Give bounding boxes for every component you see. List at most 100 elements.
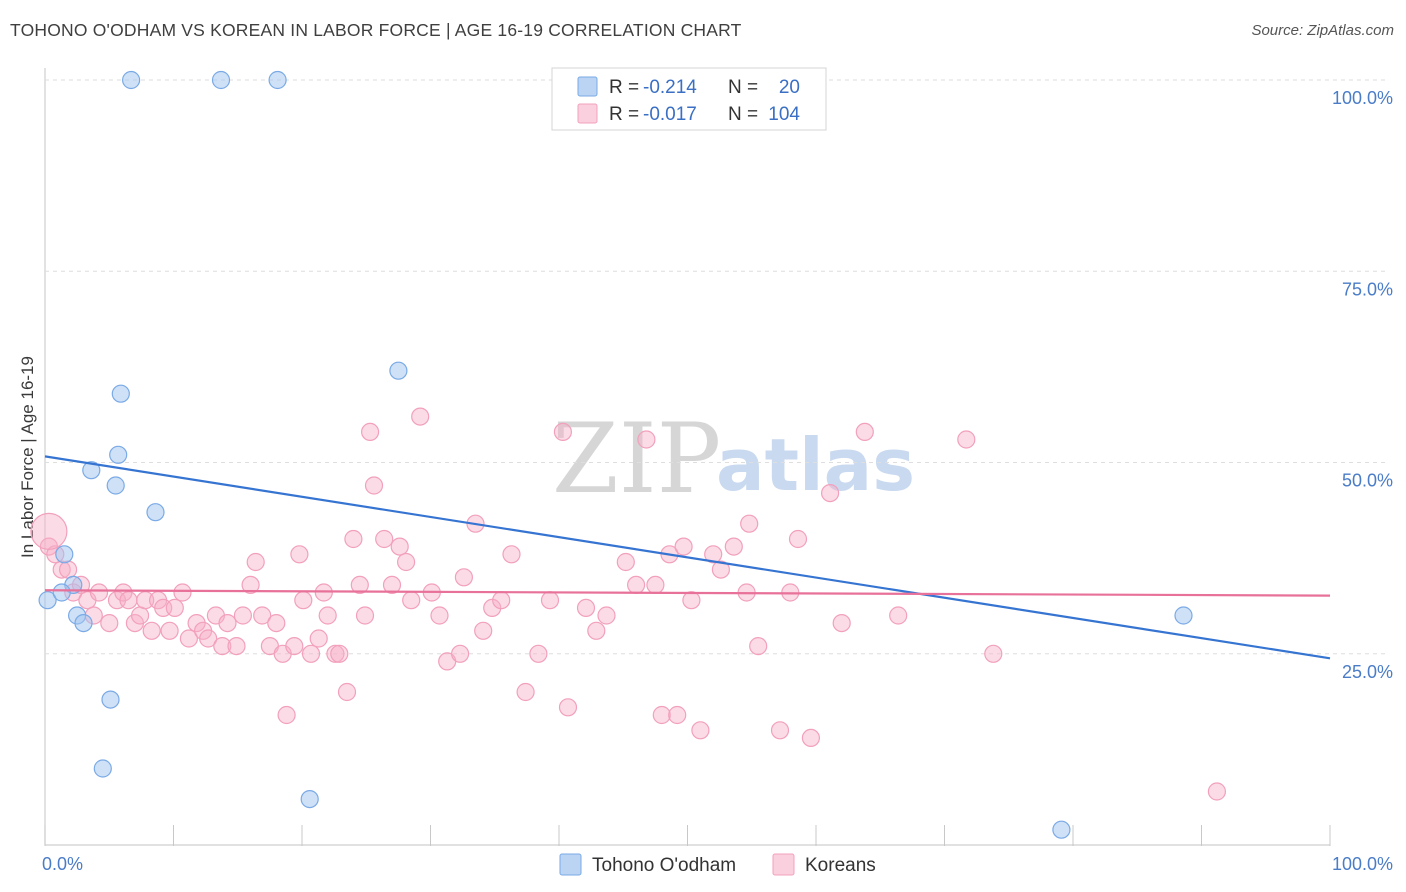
korean-point-37 bbox=[277, 705, 296, 725]
korean-point-41 bbox=[301, 644, 321, 663]
legend-r-label-tohono: R = bbox=[609, 77, 644, 98]
korean-point-52 bbox=[364, 476, 384, 495]
korean-point-40 bbox=[294, 591, 313, 610]
korean-point-80 bbox=[646, 575, 665, 595]
korean-point-58 bbox=[411, 407, 430, 426]
legend-n-label-tohono: N = bbox=[728, 77, 763, 98]
korean-point-21 bbox=[173, 583, 192, 602]
tohono-point-17 bbox=[1052, 820, 1071, 839]
tohono-point-7 bbox=[93, 759, 112, 778]
tohono-trend-line bbox=[44, 455, 1331, 660]
korean-point-56 bbox=[397, 552, 416, 572]
y-tick-label-75: 75.0% bbox=[1342, 279, 1393, 299]
korean-point-97 bbox=[820, 484, 840, 503]
korean-point-19 bbox=[160, 621, 179, 640]
korean-point-51 bbox=[361, 422, 380, 441]
tohono-point-13 bbox=[211, 70, 231, 90]
korean-point-63 bbox=[454, 568, 473, 587]
korean-point-71 bbox=[540, 591, 560, 610]
korean-point-75 bbox=[587, 621, 606, 640]
korean-point-53 bbox=[375, 529, 394, 549]
korean-point-57 bbox=[402, 591, 421, 610]
tohono-point-19 bbox=[52, 583, 71, 602]
korean-point-69 bbox=[516, 682, 535, 702]
korean-point-76 bbox=[597, 606, 616, 625]
korean-point-88 bbox=[711, 560, 731, 579]
watermark-atlas: atlas bbox=[716, 423, 915, 507]
korean-point-102 bbox=[984, 644, 1003, 663]
korean-point-72 bbox=[553, 422, 573, 441]
tohono-point-18 bbox=[1174, 606, 1193, 625]
korean-trend-line bbox=[44, 589, 1331, 597]
tohono-point-11 bbox=[146, 503, 165, 522]
y-tick-label-50: 50.0% bbox=[1342, 471, 1393, 491]
korean-point-35 bbox=[267, 613, 286, 633]
korean-point-100 bbox=[889, 606, 908, 625]
korean-point-99 bbox=[855, 422, 874, 441]
korean-point-74 bbox=[576, 598, 596, 618]
korean-point-28 bbox=[218, 613, 237, 633]
korean-point-30 bbox=[233, 606, 252, 625]
tohono-point-5 bbox=[82, 461, 101, 480]
x-tick-label-min: 0.0% bbox=[42, 854, 83, 874]
tohono-point-16 bbox=[389, 361, 408, 380]
bottom-legend-label-tohono: Tohono O'odham bbox=[592, 855, 736, 876]
tohono-point-10 bbox=[111, 384, 130, 403]
y-tick-label-25: 25.0% bbox=[1342, 662, 1393, 682]
korean-point-33 bbox=[253, 606, 272, 625]
korean-point-81 bbox=[652, 705, 671, 725]
watermark-zip: ZIP bbox=[552, 403, 721, 515]
legend-r-value-tohono: -0.214 bbox=[643, 77, 697, 98]
korean-point-83 bbox=[668, 705, 687, 725]
korean-point-92 bbox=[749, 636, 768, 656]
legend-swatch-tohono bbox=[577, 76, 598, 97]
korean-point-62 bbox=[451, 644, 470, 663]
korean-point-55 bbox=[390, 537, 409, 556]
korean-point-65 bbox=[474, 621, 493, 640]
legend-r-value-korean: -0.017 bbox=[643, 104, 697, 125]
korean-point-20 bbox=[165, 598, 184, 618]
tohono-point-12 bbox=[122, 70, 141, 90]
y-tick-labels: 25.0% 50.0% 75.0% 100.0% bbox=[1332, 88, 1393, 682]
tohono-point-9 bbox=[109, 445, 128, 464]
tohono-point-1 bbox=[55, 545, 74, 564]
korean-point-54 bbox=[382, 575, 402, 595]
korean-point-49 bbox=[350, 575, 369, 595]
legend-box bbox=[551, 67, 827, 131]
korean-point-3 bbox=[58, 560, 78, 579]
korean-point-50 bbox=[355, 606, 375, 625]
korean-point-86 bbox=[691, 721, 710, 740]
korean-point-48 bbox=[344, 529, 363, 549]
korean-point-14 bbox=[131, 606, 150, 625]
korean-point-39 bbox=[290, 545, 309, 564]
tohono-points bbox=[38, 70, 1193, 839]
korean-point-27 bbox=[213, 636, 232, 656]
legend-n-value-korean: 104 bbox=[768, 104, 800, 125]
korean-point-8 bbox=[89, 583, 109, 602]
korean-point-12 bbox=[119, 591, 138, 610]
tohono-point-6 bbox=[101, 690, 120, 709]
korean-point-16 bbox=[142, 621, 161, 640]
korean-point-98 bbox=[832, 613, 851, 633]
x-ticks bbox=[44, 825, 1331, 846]
x-tick-label-max: 100.0% bbox=[1332, 854, 1393, 874]
korean-point-91 bbox=[740, 514, 759, 533]
legend-r-label-korean: R = bbox=[609, 104, 644, 125]
korean-points bbox=[30, 407, 1227, 801]
korean-point-85 bbox=[682, 591, 701, 610]
korean-point-42 bbox=[309, 629, 328, 648]
korean-point-77 bbox=[616, 552, 635, 572]
korean-point-9 bbox=[100, 613, 119, 633]
korean-point-103 bbox=[1207, 782, 1227, 801]
tohono-point-4 bbox=[74, 613, 93, 633]
korean-point-25 bbox=[199, 629, 218, 648]
tohono-point-0 bbox=[38, 591, 57, 610]
korean-point-67 bbox=[492, 591, 511, 610]
korean-point-96 bbox=[801, 728, 821, 748]
tohono-point-14 bbox=[268, 70, 287, 90]
korean-point-70 bbox=[529, 644, 548, 663]
legend-n-value-tohono: 20 bbox=[779, 77, 800, 98]
y-axis-label: In Labor Force | Age 16-19 bbox=[18, 356, 37, 558]
y-tick-label-100: 100.0% bbox=[1332, 88, 1393, 108]
